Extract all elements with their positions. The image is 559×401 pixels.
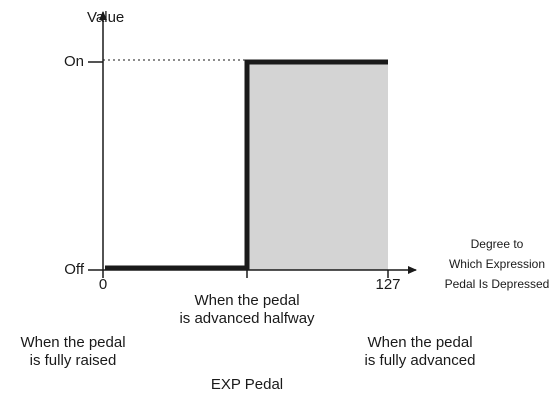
- x-tick-label: 127: [375, 276, 400, 293]
- annotation: When the pedal: [20, 334, 125, 351]
- x-axis-label: Degree to: [471, 237, 524, 251]
- x-tick-label: 0: [99, 276, 107, 293]
- x-axis-title: EXP Pedal: [211, 376, 283, 393]
- annotation: is fully raised: [30, 352, 117, 369]
- y-axis-label: Value: [87, 9, 124, 26]
- y-tick-label: Off: [64, 261, 85, 278]
- x-axis-label: Pedal Is Depressed: [445, 277, 550, 291]
- annotation: When the pedal: [194, 292, 299, 309]
- annotation: When the pedal: [367, 334, 472, 351]
- x-axis-label: Which Expression: [449, 257, 545, 271]
- y-tick-label: On: [64, 53, 84, 70]
- annotation: is advanced halfway: [179, 310, 315, 327]
- step-line: [105, 59, 388, 271]
- annotation: is fully advanced: [365, 352, 476, 369]
- on-region: [247, 62, 388, 270]
